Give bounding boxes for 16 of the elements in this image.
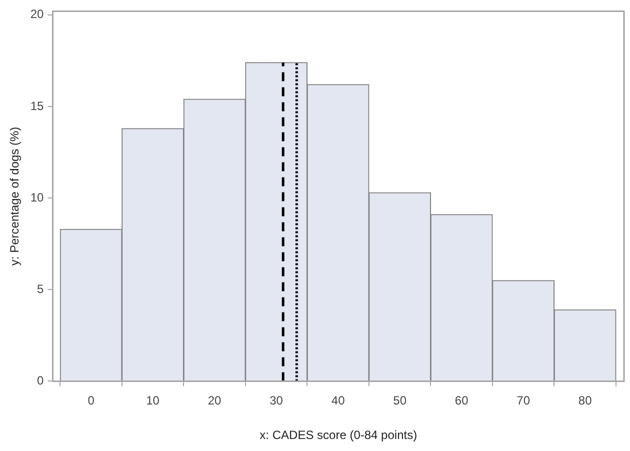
x-tick-label: 10 [146,394,160,408]
y-tick-label: 20 [30,7,44,22]
x-tick-label: 20 [208,394,222,408]
x-tick-label: 70 [516,394,530,408]
x-tick-label: 50 [393,394,407,408]
y-tick-label: 10 [30,190,44,204]
x-tick-label: 30 [270,394,284,408]
y-axis-title: y: Percentage of dogs (%) [8,126,22,266]
x-tick-label: 60 [454,394,469,408]
y-tick-label: 15 [30,98,44,113]
y-tick-label: 0 [37,374,44,388]
x-tick-label: 0 [88,394,95,408]
x-tick-label: 40 [331,394,346,408]
y-tick-label: 5 [37,282,44,296]
x-tick-label: 80 [578,394,592,408]
x-axis-title: x: CADES score (0-84 points) [260,428,418,442]
